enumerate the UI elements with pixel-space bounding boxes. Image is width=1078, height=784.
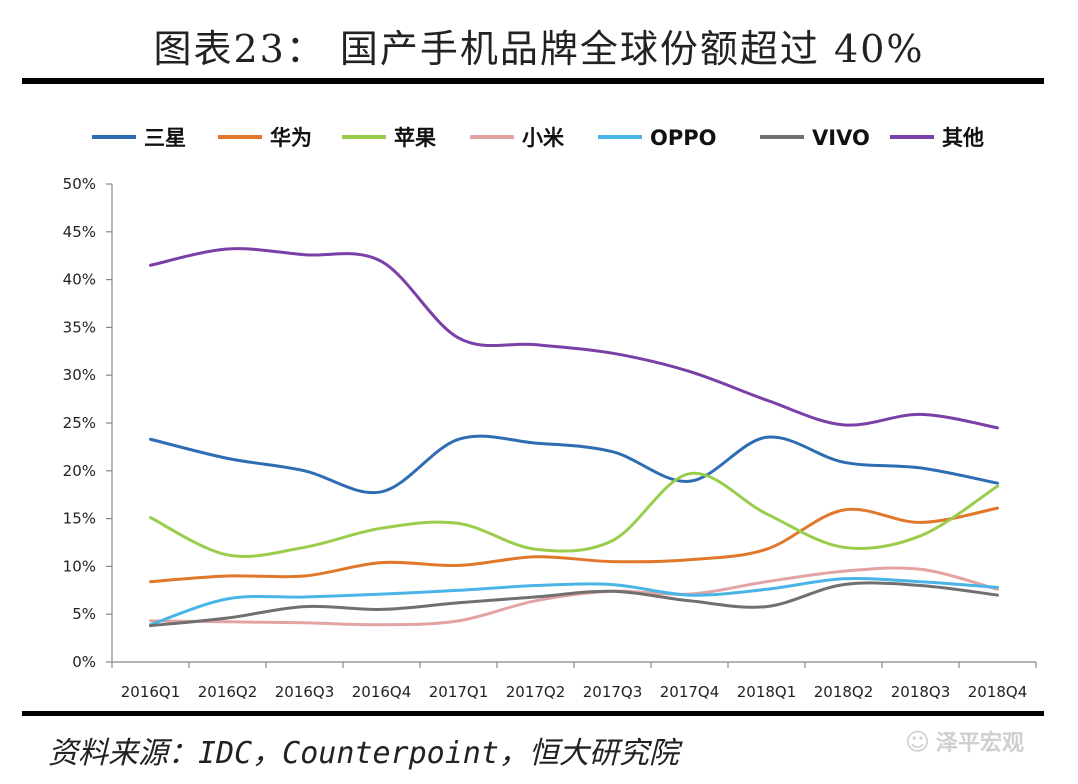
top-divider: [22, 78, 1044, 84]
series-line: [149, 471, 999, 558]
legend-label: VIVO: [812, 126, 870, 150]
x-tick-label: 2018Q1: [737, 683, 797, 701]
legend: 三星 华为 苹果 小米 OPPO VIVO 其他: [92, 126, 984, 150]
y-tick-label: 5%: [72, 605, 96, 623]
series-line: [149, 577, 999, 627]
y-tick-label: 10%: [63, 557, 96, 575]
series-line: [149, 434, 999, 495]
legend-label: OPPO: [650, 126, 717, 150]
legend-label: 其他: [942, 126, 984, 150]
x-tick-label: 2017Q1: [429, 683, 489, 701]
y-tick-label: 0%: [72, 653, 96, 671]
y-tick-label: 50%: [63, 175, 96, 193]
y-tick-label: 40%: [63, 271, 96, 289]
x-tick-label: 2017Q2: [506, 683, 566, 701]
wechat-icon: ☺: [905, 728, 931, 756]
y-tick-label: 20%: [63, 462, 96, 480]
bottom-divider: [22, 711, 1044, 716]
y-tick-label: 45%: [63, 223, 96, 241]
series-line: [149, 506, 999, 584]
legend-label: 华为: [270, 126, 312, 150]
x-tick-label: 2016Q2: [198, 683, 258, 701]
line-chart: 三星 华为 苹果 小米 OPPO VIVO 其他 0% 5% 10% 15% 20% 25% 30% 35…: [63, 126, 1037, 701]
series-line: [149, 247, 999, 430]
y-tick-label: 25%: [63, 414, 96, 432]
watermark-text: 泽平宏观: [936, 731, 1025, 756]
x-tick-label: 2016Q1: [121, 683, 181, 701]
x-tick-label: 2017Q4: [660, 683, 720, 701]
series-lines: [149, 247, 999, 628]
y-tick-label: 35%: [63, 318, 96, 336]
legend-label: 三星: [144, 126, 186, 150]
chart-title: 图表23： 国产手机品牌全球份额超过 40%: [153, 27, 925, 71]
x-tick-label: 2018Q2: [814, 683, 874, 701]
source-note: 资料来源：IDC，Counterpoint，恒大研究院: [48, 736, 679, 771]
y-tick-label: 15%: [63, 510, 96, 528]
x-tick-label: 2018Q3: [891, 683, 951, 701]
y-tick-label: 30%: [63, 366, 96, 384]
x-tick-label: 2016Q3: [275, 683, 335, 701]
legend-label: 小米: [522, 126, 565, 150]
series-line: [149, 581, 999, 628]
x-tick-label: 2017Q3: [583, 683, 643, 701]
x-tick-label: 2016Q4: [352, 683, 412, 701]
x-tick-label: 2018Q4: [968, 683, 1028, 701]
axes: 0% 5% 10% 15% 20% 25% 30% 35% 40% 45% 50% 2016Q1 201…: [63, 175, 1037, 701]
legend-label: 苹果: [394, 126, 436, 150]
watermark: ☺ 泽平宏观: [905, 725, 1024, 757]
